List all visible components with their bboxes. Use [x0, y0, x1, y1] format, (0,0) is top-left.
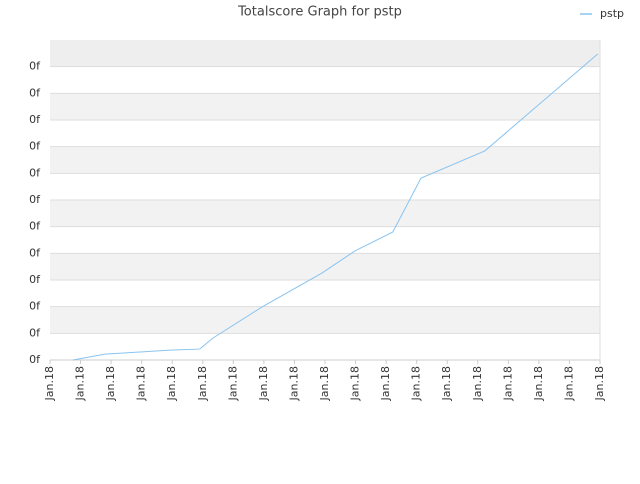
y-tick-label: 0f: [29, 166, 41, 179]
x-tick-label: Jan.18: [104, 366, 117, 401]
x-tick-label: Jan.18: [440, 366, 453, 401]
x-tick-label: Jan.18: [501, 366, 514, 401]
legend-label: pstp: [600, 7, 624, 20]
x-tick-label: Jan.18: [226, 366, 239, 401]
x-tick-label: Jan.18: [196, 366, 209, 401]
grid-band: [50, 253, 600, 280]
chart-title: Totalscore Graph for pstp: [237, 5, 402, 20]
x-tick-label: Jan.18: [318, 366, 331, 401]
grid-band: [50, 40, 600, 67]
y-tick-label: 0f: [29, 86, 41, 99]
y-tick-label: 0f: [29, 273, 41, 286]
x-tick-label: Jan.18: [471, 366, 484, 401]
data-line: [72, 53, 599, 361]
y-tick-label: 0f: [29, 113, 41, 126]
x-tick-label: Jan.18: [74, 366, 87, 401]
x-tick-label: Jan.18: [257, 366, 270, 401]
x-tick-label: Jan.18: [135, 366, 148, 401]
x-tick-label: Jan.18: [562, 366, 575, 401]
grid-band: [50, 93, 600, 120]
y-tick-label: 0f: [29, 300, 41, 313]
x-tick-label: Jan.18: [532, 366, 545, 401]
x-tick-label: Jan.18: [287, 366, 300, 401]
y-tick-label: 0f: [29, 193, 41, 206]
x-tick-label: Jan.18: [593, 366, 606, 401]
x-tick-label: Jan.18: [349, 366, 362, 401]
x-tick-label: Jan.18: [43, 366, 56, 401]
y-tick-label: 0f: [29, 353, 41, 366]
y-tick-label: 0f: [29, 140, 41, 153]
x-tick-label: Jan.18: [379, 366, 392, 401]
y-tick-label: 0f: [29, 246, 41, 259]
grid-band: [50, 200, 600, 227]
y-tick-label: 0f: [29, 220, 41, 233]
y-tick-label: 0f: [29, 326, 41, 339]
grid-band: [50, 306, 600, 334]
grid-band: [50, 146, 600, 174]
y-tick-label: 0f: [29, 60, 41, 73]
x-tick-label: Jan.18: [165, 366, 178, 401]
x-tick-label: Jan.18: [410, 366, 423, 401]
